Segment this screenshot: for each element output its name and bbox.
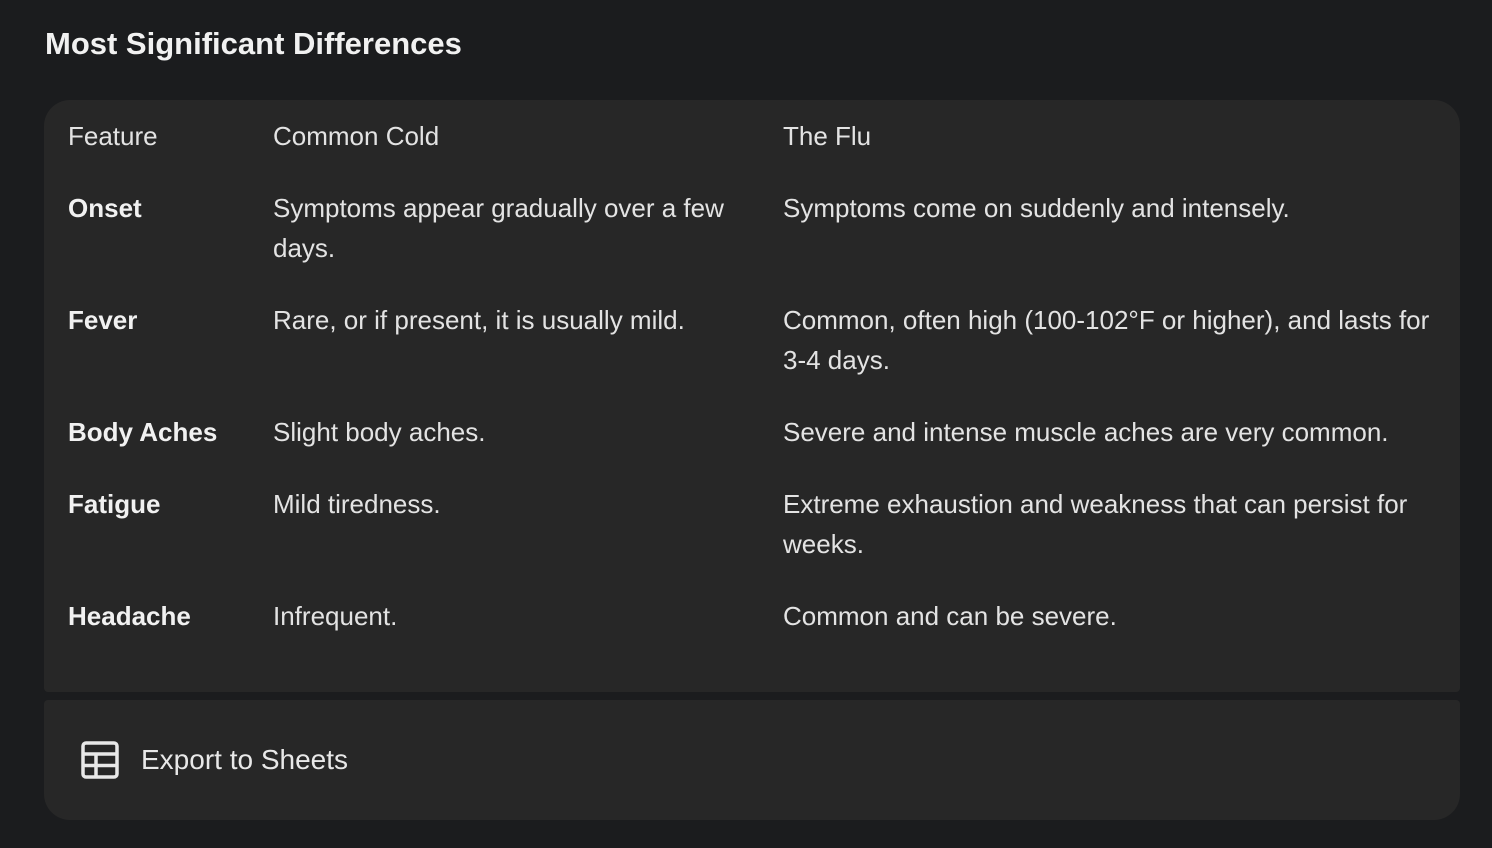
row-feature: Fatigue <box>68 489 161 519</box>
row-feature: Onset <box>68 193 142 223</box>
comparison-table-card: Feature Common Cold The Flu Onset Sympto… <box>44 100 1460 692</box>
table-row: Fever Rare, or if present, it is usually… <box>68 300 1440 412</box>
row-flu-value: Common and can be severe. <box>783 601 1117 631</box>
header-feature: Feature <box>68 121 158 151</box>
row-cold-value: Mild tiredness. <box>273 489 441 519</box>
row-flu-value: Severe and intense muscle aches are very… <box>783 417 1389 447</box>
row-cold-value: Symptoms appear gradually over a few day… <box>273 193 724 263</box>
section-title: Most Significant Differences <box>45 26 462 61</box>
header-common-cold: Common Cold <box>273 121 440 151</box>
export-to-sheets-label: Export to Sheets <box>141 744 349 775</box>
row-flu-value: Common, often high (100-102°F or higher)… <box>783 305 1430 375</box>
export-bar: Export to Sheets <box>44 700 1460 820</box>
row-flu-value: Extreme exhaustion and weakness that can… <box>783 489 1408 559</box>
row-cold-value: Rare, or if present, it is usually mild. <box>273 305 685 335</box>
row-cold-value: Slight body aches. <box>273 417 486 447</box>
export-to-sheets-button[interactable]: Export to Sheets <box>80 740 348 780</box>
table-row: Onset Symptoms appear gradually over a f… <box>68 188 1440 300</box>
table-row: Headache Infrequent. Common and can be s… <box>68 596 1440 636</box>
table-row: Body Aches Slight body aches. Severe and… <box>68 412 1440 484</box>
header-the-flu: The Flu <box>783 121 872 151</box>
comparison-table: Feature Common Cold The Flu Onset Sympto… <box>68 116 1440 636</box>
row-cold-value: Infrequent. <box>273 601 398 631</box>
row-feature: Fever <box>68 305 138 335</box>
row-flu-value: Symptoms come on suddenly and intensely. <box>783 193 1290 223</box>
table-row: Fatigue Mild tiredness. Extreme exhausti… <box>68 484 1440 596</box>
table-header-row: Feature Common Cold The Flu <box>68 116 1440 188</box>
row-feature: Body Aches <box>68 417 218 447</box>
row-feature: Headache <box>68 601 191 631</box>
table-grid-icon <box>80 740 120 780</box>
